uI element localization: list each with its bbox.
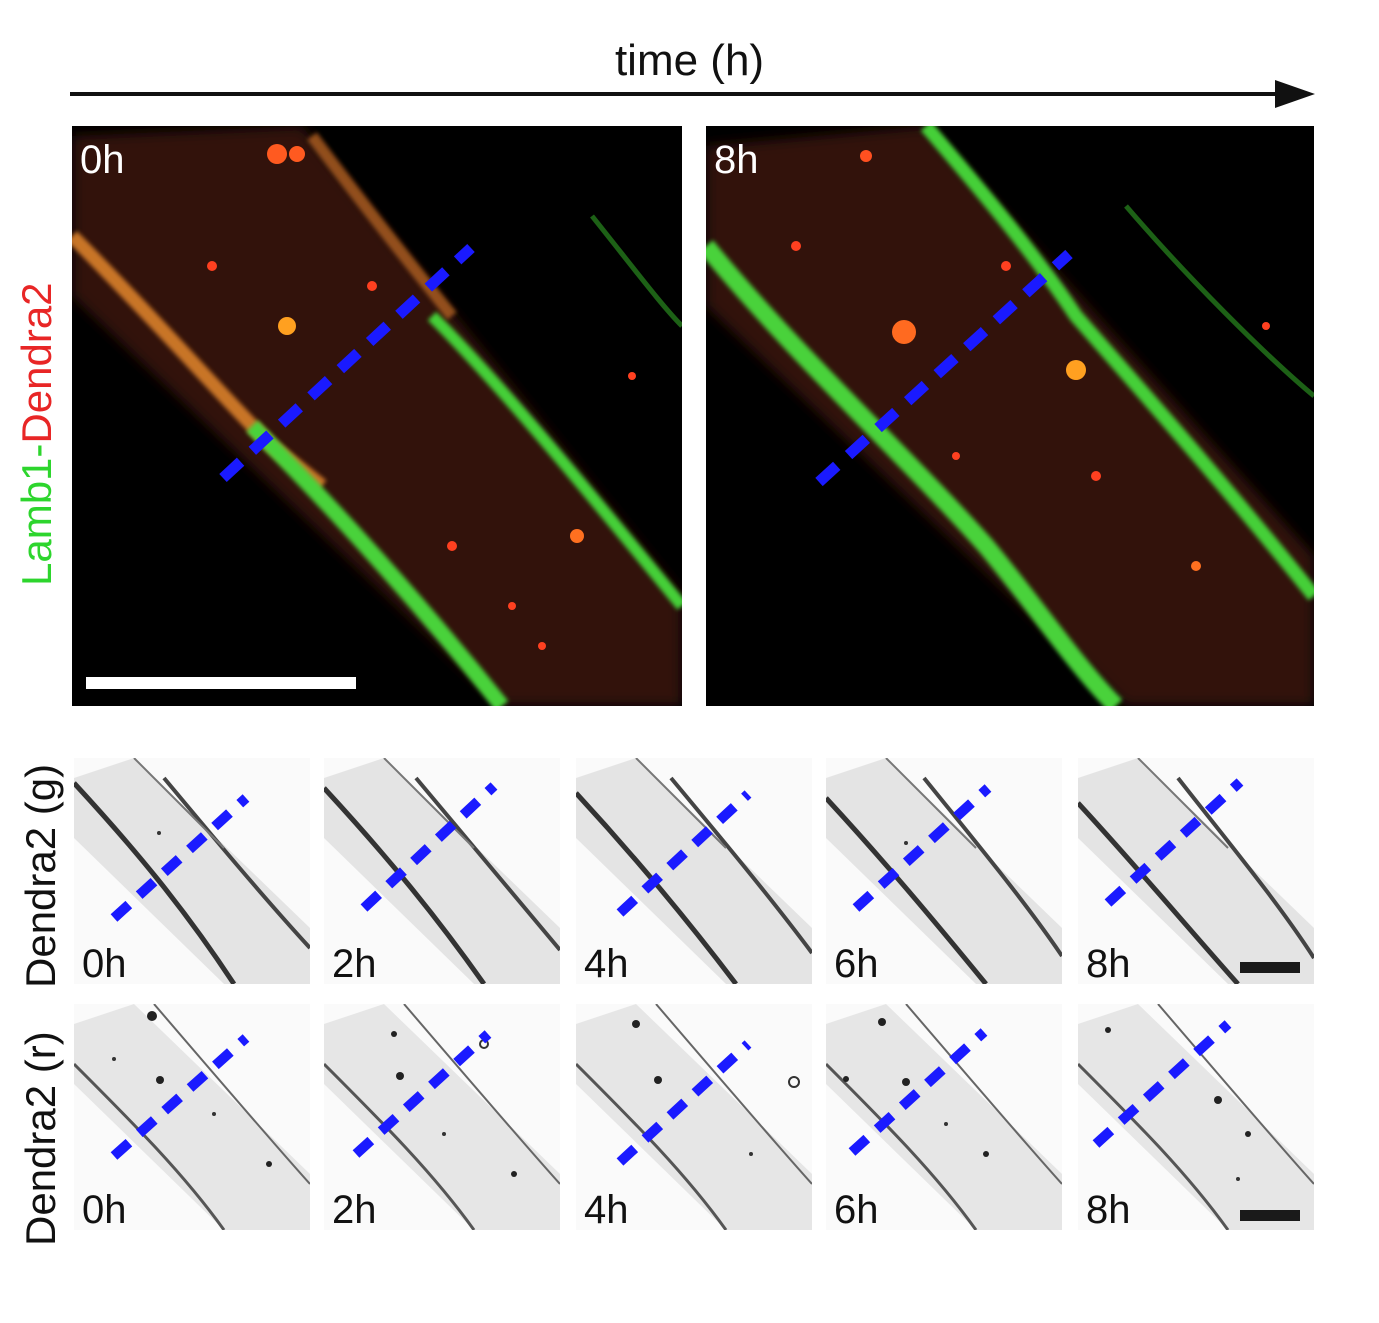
time-label: 4h [584,1188,629,1230]
fluorescence-panel-8h: 8h [706,126,1314,706]
inverted-green-panel-4h: 4h [576,758,812,984]
time-axis-arrow [70,80,1315,108]
inverted-red-panel-0h: 0h [74,1004,310,1230]
time-label-0h: 0h [80,138,125,182]
time-label: 4h [584,942,629,984]
inverted-red-panel-2h: 2h [324,1004,560,1230]
time-label: 8h [1086,942,1131,984]
inverted-green-panel-2h: 2h [324,758,560,984]
channel-label-lamb1-dendra2: Lamb1-Dendra2 [13,282,60,586]
scale-bar [1240,962,1300,973]
time-label: 6h [834,1188,879,1230]
time-label: 2h [332,942,377,984]
fluorescence-panel-0h: 0h [72,126,682,706]
inverted-red-panel-8h: 8h [1078,1004,1314,1230]
scale-bar [86,677,356,689]
time-label: 0h [82,1188,127,1230]
inverted-red-panel-4h: 4h [576,1004,812,1230]
time-label: 0h [82,942,127,984]
scale-bar [1240,1210,1300,1221]
inverted-green-panel-6h: 6h [826,758,1062,984]
inverted-red-panel-6h: 6h [826,1004,1062,1230]
inverted-green-panel-0h: 0h [74,758,310,984]
time-label: 2h [332,1188,377,1230]
time-label: 6h [834,942,879,984]
inverted-green-panel-8h: 8h [1078,758,1314,984]
row-label-dendra2-red: Dendra2 (r) [17,1031,64,1246]
time-label: 8h [1086,1188,1131,1230]
time-axis-label: time (h) [614,36,765,85]
time-label-8h: 8h [714,138,759,182]
row-label-dendra2-green: Dendra2 (g) [17,763,64,988]
